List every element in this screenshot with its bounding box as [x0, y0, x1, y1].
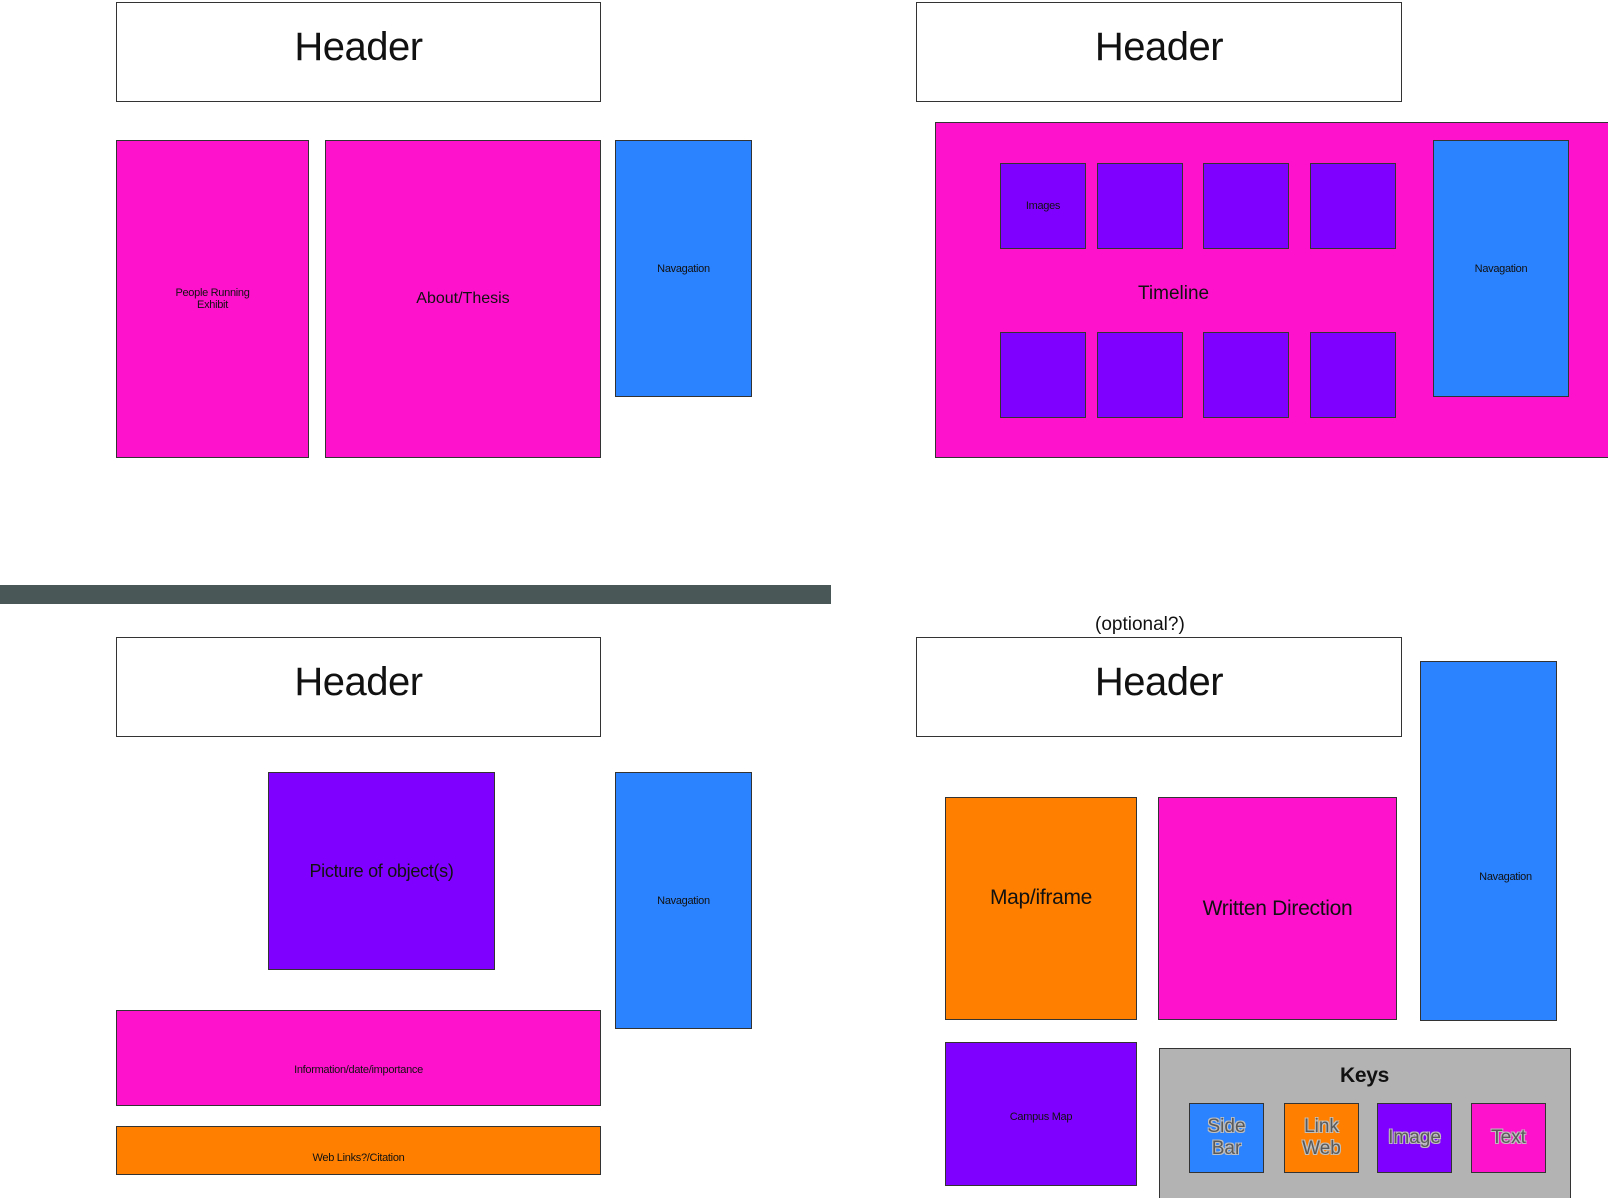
layout1-navigation: Navagation [615, 140, 752, 397]
layout4-optional-note: (optional?) [1095, 614, 1185, 635]
layout1-header: Header [116, 2, 601, 102]
layout4-nav-label: Navagation [1479, 871, 1532, 883]
keys-title: Keys [1340, 1064, 1390, 1087]
layout4-header-label: Header [1094, 660, 1224, 704]
layout2-image-3 [1203, 163, 1289, 249]
layout2-image-4 [1310, 163, 1396, 249]
layout4-written-label: Written Direction [1202, 896, 1353, 920]
layout1-about-thesis: About/Thesis [325, 140, 601, 458]
layout2-image-7 [1203, 332, 1289, 418]
key-text-label: Text [1491, 1127, 1526, 1149]
layout2-image-8 [1310, 332, 1396, 418]
layout4-map-iframe: Map/iframe [945, 797, 1137, 1020]
layout2-image-2 [1097, 163, 1183, 249]
layout2-images-label: Images [1025, 200, 1061, 212]
layout2-timeline-label: Timeline [1138, 283, 1210, 304]
key-text: Text [1471, 1103, 1546, 1173]
layout3-navigation: Navagation [615, 772, 752, 1029]
layout2-image-6 [1097, 332, 1183, 418]
section-divider [0, 585, 831, 604]
layout1-header-label: Header [294, 25, 423, 69]
key-sidebar: Side Bar [1189, 1103, 1264, 1173]
layout3-information: Information/date/importance [116, 1010, 601, 1106]
layout4-campus-map-label: Campus Map [1009, 1111, 1073, 1123]
key-link-web: Link Web [1284, 1103, 1359, 1173]
layout3-header: Header [116, 637, 601, 737]
layout1-people-running-exhibit: People Running Exhibit [116, 140, 309, 458]
layout4-campus-map: Campus Map [945, 1042, 1137, 1186]
layout3-picture-of-objects: Picture of object(s) [268, 772, 495, 970]
layout3-weblinks-label: Web Links?/Citation [312, 1151, 405, 1164]
layout2-header-label: Header [1094, 25, 1224, 69]
key-image: Image [1377, 1103, 1452, 1173]
layout3-picture-label: Picture of object(s) [309, 860, 454, 881]
layout2-navigation: Navagation [1433, 140, 1569, 397]
layout1-about-label: About/Thesis [416, 290, 510, 307]
layout3-nav-label: Navagation [657, 894, 710, 907]
layout4-map-label: Map/iframe [989, 885, 1093, 909]
layout1-people-running-label: People Running Exhibit [175, 286, 250, 311]
layout4-navigation: Navagation [1420, 661, 1557, 1021]
layout2-nav-label: Navagation [1474, 262, 1528, 275]
layout4-written-direction: Written Direction [1158, 797, 1397, 1020]
layout3-web-links: Web Links?/Citation [116, 1126, 601, 1175]
layout4-header: Header [916, 637, 1402, 737]
layout1-nav-label: Navagation [657, 262, 710, 275]
key-link-web-label: Link Web [1302, 1116, 1341, 1159]
layout2-image-5 [1000, 332, 1086, 418]
layout2-header: Header [916, 2, 1402, 102]
key-image-label: Image [1388, 1127, 1441, 1149]
layout3-info-label: Information/date/importance [294, 1064, 423, 1076]
layout3-header-label: Header [294, 660, 423, 704]
key-sidebar-label: Side Bar [1207, 1116, 1246, 1159]
layout2-image-1: Images [1000, 163, 1086, 249]
